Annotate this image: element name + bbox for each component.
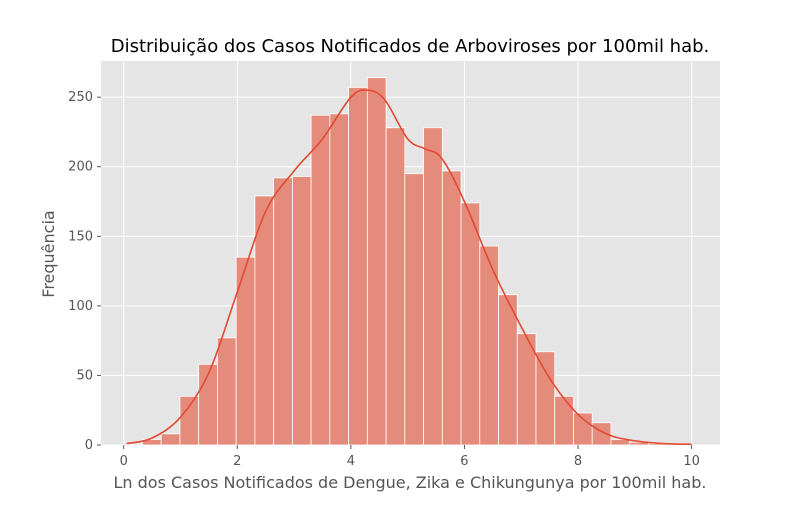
y-tick-label: 200 bbox=[68, 160, 93, 175]
x-tick-label: 8 bbox=[574, 454, 582, 469]
histogram-bar bbox=[554, 395, 574, 446]
x-tick-label: 6 bbox=[460, 454, 468, 469]
histogram-bar bbox=[179, 395, 200, 446]
x-tick-label: 2 bbox=[233, 454, 241, 469]
y-tick-label: 50 bbox=[76, 368, 93, 383]
y-axis-ticks: 0 50 100 150 200 250 bbox=[68, 90, 101, 453]
histogram-bar bbox=[385, 127, 406, 446]
histogram-bar bbox=[460, 202, 481, 446]
histogram-bar bbox=[423, 127, 443, 446]
y-axis-label: Frequência bbox=[39, 210, 58, 297]
y-tick-label: 150 bbox=[68, 229, 93, 244]
y-tick-label: 100 bbox=[68, 299, 93, 314]
x-tick-label: 0 bbox=[120, 454, 128, 469]
histogram-bar bbox=[441, 170, 462, 446]
x-axis-label: Ln dos Casos Notificados de Dengue, Zika… bbox=[114, 473, 707, 492]
x-tick-label: 10 bbox=[683, 454, 700, 469]
histogram-bar bbox=[329, 113, 349, 446]
histogram-bar bbox=[160, 433, 181, 446]
histogram-bars bbox=[142, 77, 687, 446]
histogram-bar bbox=[498, 294, 518, 446]
histogram-bar bbox=[535, 351, 556, 446]
kde-line bbox=[126, 89, 692, 446]
x-axis-ticks: 0 2 4 6 8 10 bbox=[120, 445, 700, 469]
histogram-bar bbox=[217, 337, 237, 446]
histogram-bar bbox=[273, 177, 293, 446]
histogram-bar bbox=[404, 173, 424, 446]
histogram-bar bbox=[348, 87, 368, 446]
x-tick-label: 4 bbox=[347, 454, 355, 469]
histogram-bar bbox=[291, 176, 312, 446]
y-tick-label: 0 bbox=[85, 438, 93, 453]
histogram-bar bbox=[310, 114, 331, 446]
y-tick-label: 250 bbox=[68, 90, 93, 105]
chart-title: Distribuição dos Casos Notificados de Ar… bbox=[111, 36, 710, 57]
histogram-bar bbox=[366, 77, 387, 446]
